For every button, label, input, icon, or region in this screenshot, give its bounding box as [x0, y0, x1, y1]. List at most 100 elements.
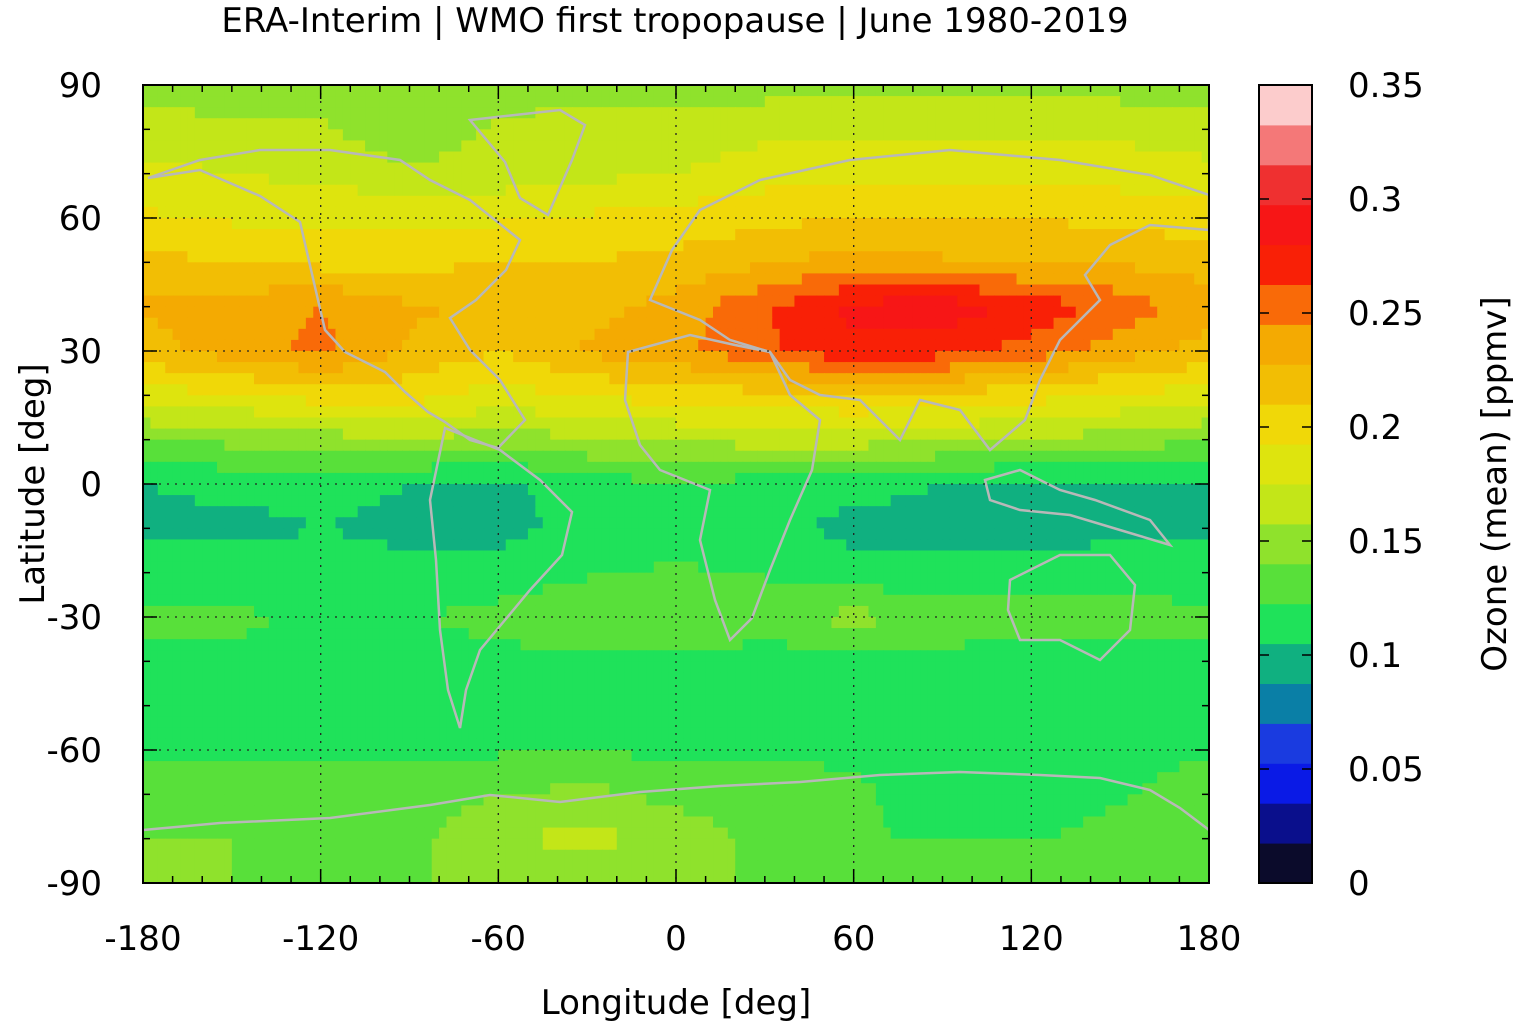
heatmap-cell	[653, 251, 662, 263]
heatmap-cell	[861, 428, 870, 441]
heatmap-cell	[883, 140, 892, 153]
heatmap-cell	[935, 384, 944, 396]
heatmap-cell	[609, 395, 618, 408]
heatmap-cell	[957, 439, 966, 452]
heatmap-cell	[742, 96, 751, 108]
heatmap-cell	[927, 317, 936, 330]
heatmap-cell	[875, 85, 884, 97]
heatmap-cell	[239, 262, 248, 275]
heatmap-cell	[720, 362, 729, 374]
heatmap-cell	[1112, 439, 1121, 452]
heatmap-cell	[409, 339, 418, 352]
heatmap-cell	[935, 118, 944, 130]
heatmap-cell	[809, 417, 818, 430]
heatmap-cell	[587, 140, 596, 153]
heatmap-cell	[180, 206, 189, 219]
heatmap-cell	[342, 107, 351, 119]
heatmap-cell	[542, 384, 551, 396]
heatmap-cell	[291, 229, 300, 241]
heatmap-cell	[283, 439, 292, 452]
heatmap-cell	[557, 262, 566, 275]
heatmap-cell	[720, 262, 729, 275]
heatmap-cell	[1046, 262, 1055, 275]
heatmap-cell	[1157, 240, 1166, 252]
heatmap-cell	[1149, 229, 1158, 241]
heatmap-cell	[461, 417, 470, 430]
heatmap-cell	[439, 184, 448, 197]
heatmap-cell	[683, 273, 692, 286]
heatmap-cell	[283, 384, 292, 396]
heatmap-cell	[424, 96, 433, 108]
heatmap-cell	[1038, 351, 1047, 363]
heatmap-cell	[283, 218, 292, 230]
heatmap-cell	[757, 461, 766, 474]
heatmap-cell	[268, 362, 277, 374]
heatmap-cell	[165, 251, 174, 263]
heatmap-cell	[172, 384, 181, 396]
heatmap-cell	[1149, 96, 1158, 108]
heatmap-cell	[313, 384, 322, 396]
heatmap-cell	[912, 184, 921, 197]
heatmap-cell	[1001, 362, 1010, 374]
heatmap-cell	[291, 96, 300, 108]
heatmap-cell	[564, 362, 573, 374]
heatmap-cell	[750, 85, 759, 97]
heatmap-cell	[1060, 395, 1069, 408]
heatmap-cell	[372, 428, 381, 441]
heatmap-cell	[1194, 206, 1203, 219]
heatmap-cell	[409, 118, 418, 130]
heatmap-cell	[298, 195, 307, 208]
heatmap-cell	[246, 450, 255, 463]
heatmap-cell	[402, 461, 411, 474]
heatmap-cell	[1157, 129, 1166, 142]
heatmap-cell	[365, 151, 374, 164]
heatmap-cell	[254, 461, 263, 474]
heatmap-cell	[1097, 206, 1106, 219]
heatmap-cell	[328, 229, 337, 241]
heatmap-cell	[1075, 184, 1084, 197]
heatmap-cell	[816, 96, 825, 108]
heatmap-cell	[476, 384, 485, 396]
heatmap-cell	[794, 85, 803, 97]
heatmap-cell	[202, 373, 211, 385]
heatmap-cell	[231, 284, 240, 297]
heatmap-cell	[513, 406, 522, 419]
heatmap-cell	[912, 85, 921, 97]
heatmap-cell	[824, 461, 833, 474]
heatmap-cell	[631, 206, 640, 219]
heatmap-cell	[342, 96, 351, 108]
heatmap-cell	[1046, 450, 1055, 463]
heatmap-cell	[505, 151, 514, 164]
heatmap-cell	[254, 85, 263, 97]
heatmap-cell	[557, 351, 566, 363]
heatmap-cell	[838, 406, 847, 419]
heatmap-cell	[372, 107, 381, 119]
heatmap-cell	[320, 395, 329, 408]
heatmap-cell	[379, 351, 388, 363]
heatmap-cell	[750, 140, 759, 153]
heatmap-cell	[1001, 251, 1010, 263]
heatmap-cell	[587, 251, 596, 263]
heatmap-cell	[757, 273, 766, 286]
heatmap-cell	[387, 140, 396, 153]
heatmap-cell	[394, 173, 403, 186]
heatmap-cell	[883, 373, 892, 385]
heatmap-cell	[935, 439, 944, 452]
heatmap-cell	[313, 450, 322, 463]
heatmap-cell	[476, 373, 485, 385]
heatmap-cell	[972, 85, 981, 97]
heatmap-cell	[898, 406, 907, 419]
heatmap-cell	[180, 362, 189, 374]
heatmap-cell	[535, 262, 544, 275]
heatmap-cell	[394, 273, 403, 286]
heatmap-cell	[772, 406, 781, 419]
heatmap-cell	[779, 428, 788, 441]
heatmap-cell	[468, 428, 477, 441]
heatmap-cell	[905, 173, 914, 186]
heatmap-cell	[809, 273, 818, 286]
heatmap-cell	[483, 118, 492, 130]
heatmap-cell	[624, 306, 633, 319]
heatmap-cell	[387, 461, 396, 474]
heatmap-cell	[254, 262, 263, 275]
heatmap-cell	[1105, 373, 1114, 385]
